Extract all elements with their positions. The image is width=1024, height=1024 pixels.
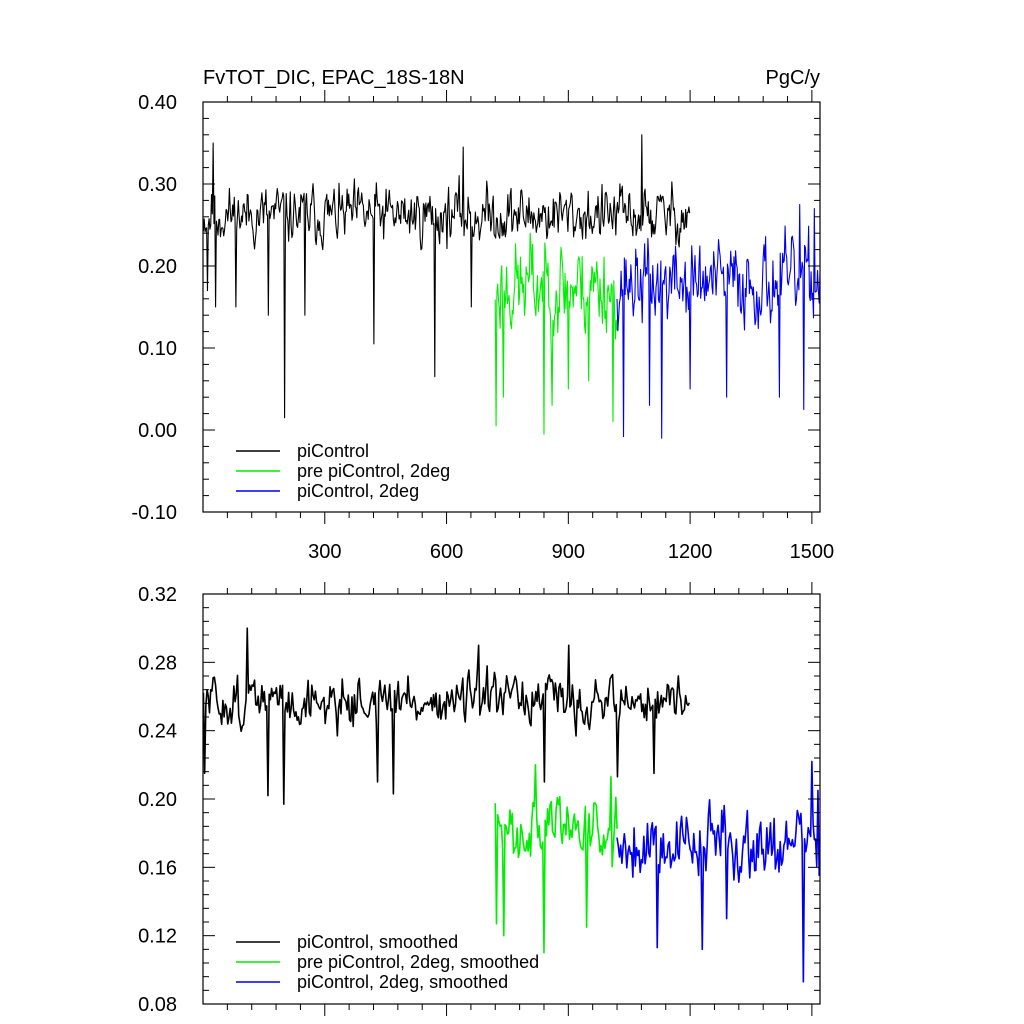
y-tick-label: 0.30 [138, 174, 177, 196]
y-tick-label: 0.16 [138, 857, 177, 879]
series-line-picontrol [202, 134, 691, 419]
legend-label-picontrol-2deg-smoothed: piControl, 2deg, smoothed [297, 972, 508, 992]
y-tick-label: 0.00 [138, 420, 177, 442]
top-chart-title: FvTOT_DIC, EPAC_18S-18N [203, 67, 465, 89]
y-tick-label: 0.28 [138, 652, 177, 674]
x-tick-label: 300 [308, 541, 341, 563]
bottom-legend: piControl, smoothed pre piControl, 2deg,… [236, 932, 539, 992]
legend-label-pre-picontrol-2deg-smoothed: pre piControl, 2deg, smoothed [297, 952, 539, 972]
top-plot-frame [202, 101, 821, 513]
y-tick-label: 0.08 [138, 994, 177, 1016]
x-tick-label: 900 [552, 541, 585, 563]
y-tick-label: 0.10 [138, 338, 177, 360]
bottom-panel: 0.08 0.12 0.16 0.20 0.24 0.28 0.32 piControl, … [138, 582, 821, 1016]
series-line-picontrol-2deg-smoothed [616, 760, 820, 983]
x-tick-label: 1500 [790, 541, 835, 563]
series-line-picontrol-smoothed [202, 627, 691, 805]
series-line-pre-picontrol-2deg-smoothed [494, 764, 618, 954]
bottom-plot-frame [202, 593, 821, 1005]
y-tick-label: -0.10 [131, 502, 177, 524]
series-line-pre-picontrol-2deg [494, 232, 618, 435]
series-line-picontrol-2deg [616, 203, 821, 439]
top-chart-units: PgC/y [766, 67, 820, 89]
y-tick-label: 0.20 [138, 789, 177, 811]
y-tick-label: 0.24 [138, 721, 177, 743]
y-tick-label: 0.40 [138, 92, 177, 114]
x-tick-label: 1200 [668, 541, 713, 563]
top-legend: piControl pre piControl, 2deg piControl,… [236, 441, 450, 501]
legend-label-pre-picontrol-2deg: pre piControl, 2deg [297, 461, 450, 481]
x-tick-label: 600 [430, 541, 463, 563]
legend-label-picontrol-smoothed: piControl, smoothed [297, 932, 458, 952]
top-panel: FvTOT_DIC, EPAC_18S-18N PgC/y 300 600 900 1… [131, 67, 834, 563]
y-tick-label: 0.12 [138, 926, 177, 948]
legend-label-picontrol: piControl [297, 441, 369, 461]
top-series-group [202, 134, 821, 439]
top-ticks-group: 300 600 900 1200 1500 -0.10 0.00 0.10 0.20 0.30 0.… [131, 90, 834, 563]
bottom-ticks-group: 0.08 0.12 0.16 0.20 0.24 0.28 0.32 [138, 582, 820, 1016]
bottom-series-group [202, 627, 820, 983]
y-tick-label: 0.20 [138, 256, 177, 278]
y-tick-label: 0.32 [138, 584, 177, 606]
legend-label-picontrol-2deg: piControl, 2deg [297, 481, 419, 501]
